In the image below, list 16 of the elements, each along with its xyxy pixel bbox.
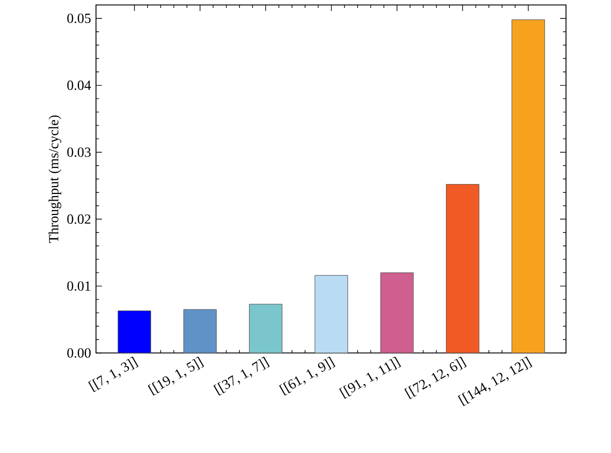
- bar: [314, 275, 348, 353]
- x-tick-label: [[37, 1, 7]]: [213, 356, 270, 396]
- bar: [380, 272, 414, 353]
- y-tick-label: 0.02: [67, 214, 90, 224]
- y-tick-label: 0.04: [67, 80, 91, 90]
- x-tick-label: [[91, 1, 11]]: [339, 356, 402, 399]
- y-tick-label: 0.01: [67, 281, 90, 291]
- y-tick-label: 0.05: [67, 14, 91, 24]
- bar: [183, 309, 217, 353]
- y-tick-label: 0.03: [67, 147, 91, 157]
- x-tick-label: [[19, 1, 5]]: [148, 356, 204, 396]
- x-tick-label: [[7, 1, 3]]: [88, 356, 138, 392]
- bar: [512, 19, 545, 353]
- y-axis-title: Throughput (ms/cycle): [48, 115, 62, 243]
- y-tick-label: 0.00: [67, 348, 91, 358]
- x-tick-label: [[61, 1, 9]]: [279, 356, 336, 396]
